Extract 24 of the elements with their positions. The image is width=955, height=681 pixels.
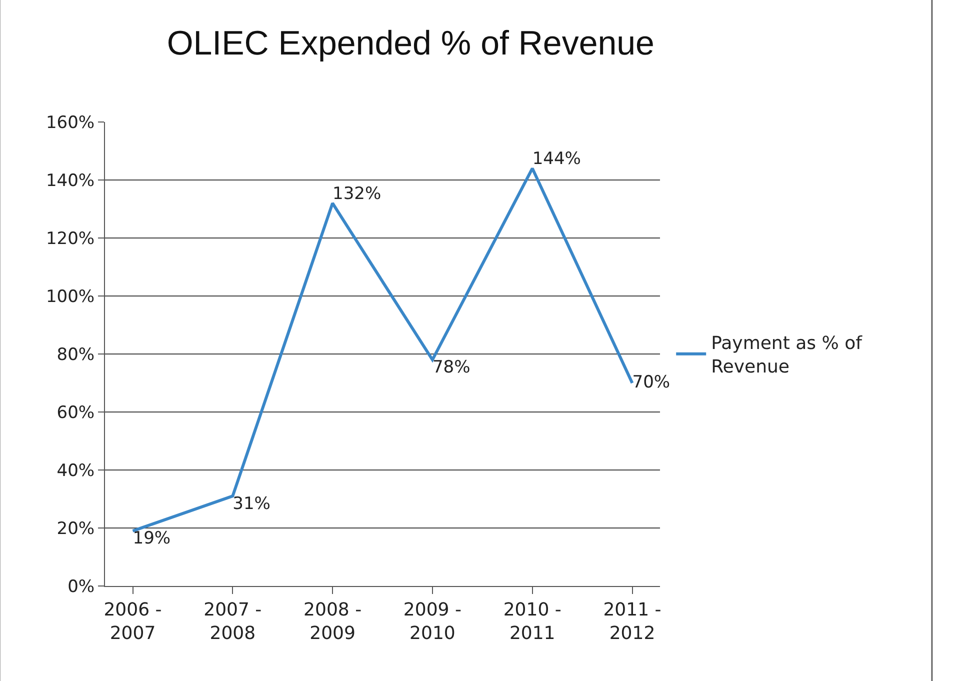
x-tick-label: 2006 - 2007	[104, 600, 162, 644]
y-tick-label: 20%	[56, 518, 95, 539]
y-tick-label: 140%	[46, 170, 95, 191]
x-tick-label: 2007 - 2008	[204, 600, 262, 644]
legend-label: Payment as % of Revenue	[711, 333, 863, 378]
data-label: 78%	[432, 358, 470, 378]
x-tick-label: 2008 - 2009	[304, 600, 362, 644]
y-tick-label: 60%	[56, 402, 95, 423]
y-tick-label: 0%	[68, 576, 95, 597]
data-label: 132%	[332, 184, 382, 204]
chart-title: OLIEC Expended % of Revenue	[166, 24, 654, 62]
y-tick-label: 40%	[56, 460, 95, 481]
y-tick-label: 100%	[46, 286, 95, 307]
y-tick-label: 80%	[56, 344, 95, 365]
data-label: 70%	[632, 372, 670, 392]
y-tick-label: 160%	[46, 112, 95, 133]
data-label: 19%	[132, 528, 171, 549]
line-series	[131, 166, 634, 532]
x-tick-label: 2009 - 2010	[403, 600, 462, 644]
data-label: 31%	[232, 494, 270, 514]
x-tick-label: 2011 - 2012	[603, 600, 662, 644]
y-tick-label: 120%	[46, 228, 95, 249]
x-tick-label: 2010 - 2011	[503, 600, 562, 644]
data-label: 144%	[532, 149, 581, 170]
